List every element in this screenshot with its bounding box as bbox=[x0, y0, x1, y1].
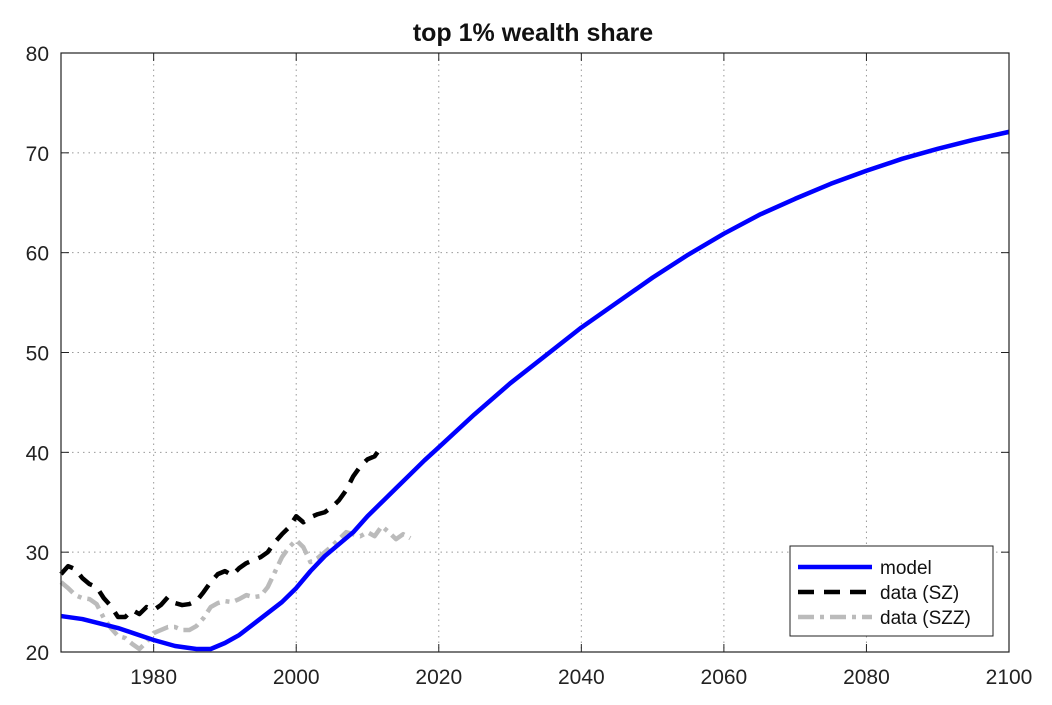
x-tick-label: 2100 bbox=[986, 666, 1033, 689]
x-tick-label: 1980 bbox=[130, 666, 177, 689]
y-tick-label: 30 bbox=[26, 542, 49, 565]
series-line-data-szz bbox=[59, 523, 412, 652]
series-layer bbox=[59, 129, 1010, 652]
axis-ticks: 1980 2000 2020 2040 2060 2080 2100 20 30 40 50 60 70… bbox=[26, 43, 1033, 689]
legend-box bbox=[789, 545, 994, 637]
y-tick-label: 80 bbox=[26, 43, 49, 66]
x-tick-label: 2080 bbox=[843, 666, 890, 689]
x-tick-label: 2060 bbox=[701, 666, 748, 689]
y-tick-label: 60 bbox=[26, 243, 49, 266]
x-tick-label: 2000 bbox=[273, 666, 320, 689]
y-tick-label: 70 bbox=[26, 143, 49, 166]
series-line-data-sz bbox=[59, 445, 384, 620]
y-tick-label: 20 bbox=[26, 642, 49, 665]
x-tick-label: 2020 bbox=[415, 666, 462, 689]
y-tick-label: 40 bbox=[26, 442, 49, 465]
legend-label-model: model bbox=[880, 558, 932, 579]
series-line-model bbox=[60, 129, 1010, 652]
chart-title: top 1% wealth share bbox=[413, 19, 653, 47]
legend-label-data-szz: data (SZZ) bbox=[880, 608, 971, 629]
legend: model data (SZ) data (SZZ) bbox=[789, 545, 994, 637]
y-tick-label: 50 bbox=[26, 343, 49, 366]
legend-label-data-sz: data (SZ) bbox=[880, 583, 959, 604]
x-tick-label: 2040 bbox=[558, 666, 605, 689]
grid-lines bbox=[61, 53, 1009, 652]
